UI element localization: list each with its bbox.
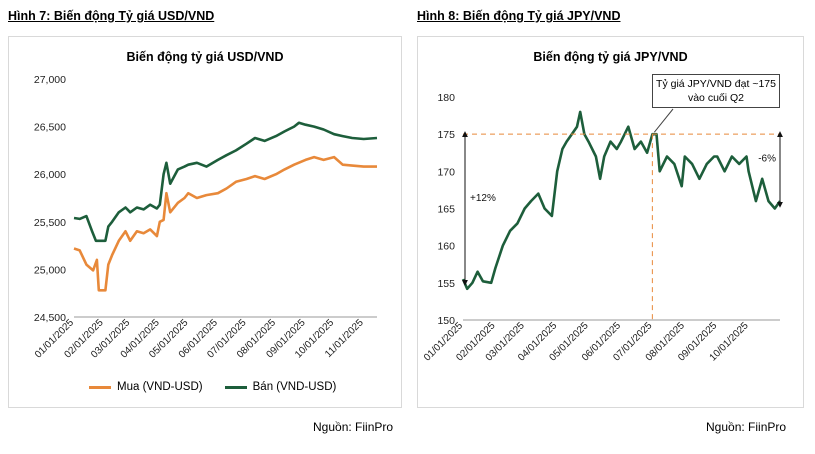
jpy-ytick-label: 170 [437,166,455,178]
legend-swatch-mua [89,386,111,389]
legend-item-ban: Bán (VND-USD) [225,381,337,393]
jpy-ytick-label: 175 [437,129,455,141]
usd-ytick-label: 26,500 [34,122,66,134]
usd-chart-svg: 24,50025,00025,50026,00026,50027,00001/0… [9,37,401,377]
jpy-ytick-label: 180 [437,92,455,104]
jpy-ytick-label: 160 [437,241,455,253]
fig7-label: Hình 7: Biến động Tỷ giá USD/VND [8,9,214,23]
jpy-callout-box: Tỷ giá JPY/VND đạt ~175 vào cuối Q2 [652,74,780,108]
usd-ytick-label: 25,500 [34,217,66,229]
jpy-right-change-label: -6% [758,154,776,165]
legend-item-mua: Mua (VND-USD) [89,381,203,393]
fig8-label: Hình 8: Biến động Tỷ giá JPY/VND [417,9,621,23]
legend-label-ban: Bán (VND-USD) [253,381,337,393]
legend-swatch-ban [225,386,247,389]
usd-ytick-label: 25,000 [34,264,66,276]
usd-series-line-0 [74,157,377,290]
source-left: Nguồn: FiinPro [313,420,393,434]
jpy-ytick-label: 155 [437,278,455,290]
usd-ytick-label: 27,000 [34,74,66,86]
jpy-callout-pointer [654,109,673,132]
usd-ytick-label: 26,000 [34,169,66,181]
usd-chart-panel: Biến động tỷ giá USD/VND 24,500 25,000 25,… [8,36,402,408]
legend-label-mua: Mua (VND-USD) [117,381,203,393]
usd-series-line-1 [74,123,377,241]
usd-ytick-label: 24,500 [34,312,66,324]
jpy-left-change-label: +12% [470,193,496,204]
source-right: Nguồn: FiinPro [706,420,786,434]
jpy-series-line-0 [463,112,780,289]
jpy-ytick-label: 165 [437,204,455,216]
usd-legend: Mua (VND-USD) Bán (VND-USD) [89,381,336,393]
